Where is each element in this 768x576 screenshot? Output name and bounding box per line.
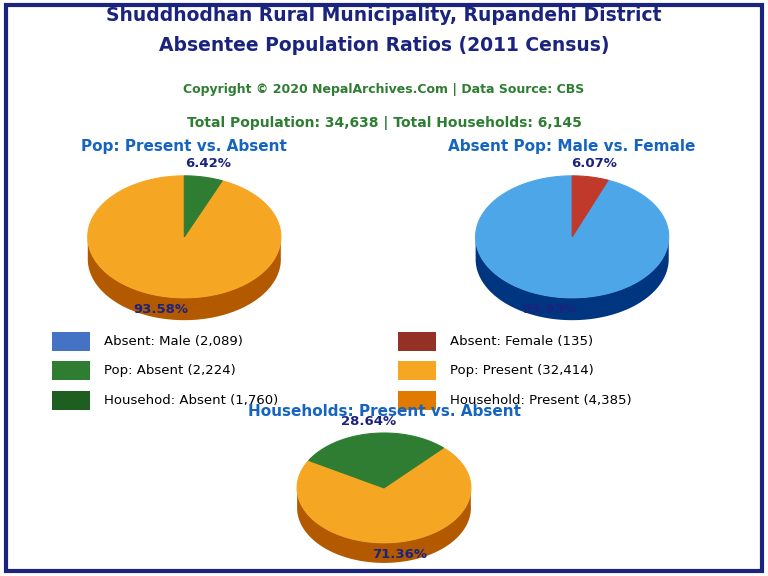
Bar <box>52 332 91 351</box>
Bar <box>398 391 436 410</box>
Text: 6.07%: 6.07% <box>571 157 617 170</box>
Polygon shape <box>309 433 443 488</box>
Text: Househod: Absent (1,760): Househod: Absent (1,760) <box>104 394 278 407</box>
Text: 71.36%: 71.36% <box>372 548 427 560</box>
Text: Absent: Female (135): Absent: Female (135) <box>450 335 593 348</box>
Text: 6.42%: 6.42% <box>185 157 231 170</box>
Polygon shape <box>297 448 471 543</box>
Text: 28.64%: 28.64% <box>341 415 396 428</box>
Polygon shape <box>572 176 608 237</box>
Polygon shape <box>88 234 281 320</box>
Text: Absent Pop: Male vs. Female: Absent Pop: Male vs. Female <box>449 139 696 154</box>
Bar <box>52 362 91 381</box>
Text: Shuddhodhan Rural Municipality, Rupandehi District: Shuddhodhan Rural Municipality, Rupandeh… <box>106 6 662 25</box>
Text: Pop: Present (32,414): Pop: Present (32,414) <box>450 365 594 377</box>
Polygon shape <box>184 176 222 237</box>
Text: Households: Present vs. Absent: Households: Present vs. Absent <box>247 404 521 419</box>
Text: 93.58%: 93.58% <box>133 303 188 316</box>
Polygon shape <box>297 485 471 563</box>
Text: Household: Present (4,385): Household: Present (4,385) <box>450 394 631 407</box>
Text: Pop: Present vs. Absent: Pop: Present vs. Absent <box>81 139 287 154</box>
Polygon shape <box>475 176 669 298</box>
Polygon shape <box>475 236 669 320</box>
Text: Absent: Male (2,089): Absent: Male (2,089) <box>104 335 243 348</box>
Text: 93.93%: 93.93% <box>522 304 578 316</box>
Bar <box>398 332 436 351</box>
Text: Total Population: 34,638 | Total Households: 6,145: Total Population: 34,638 | Total Househo… <box>187 116 581 130</box>
Text: Pop: Absent (2,224): Pop: Absent (2,224) <box>104 365 236 377</box>
Bar <box>398 362 436 381</box>
Bar <box>52 391 91 410</box>
Polygon shape <box>88 176 281 298</box>
Text: Copyright © 2020 NepalArchives.Com | Data Source: CBS: Copyright © 2020 NepalArchives.Com | Dat… <box>184 83 584 96</box>
Text: Absentee Population Ratios (2011 Census): Absentee Population Ratios (2011 Census) <box>159 36 609 55</box>
